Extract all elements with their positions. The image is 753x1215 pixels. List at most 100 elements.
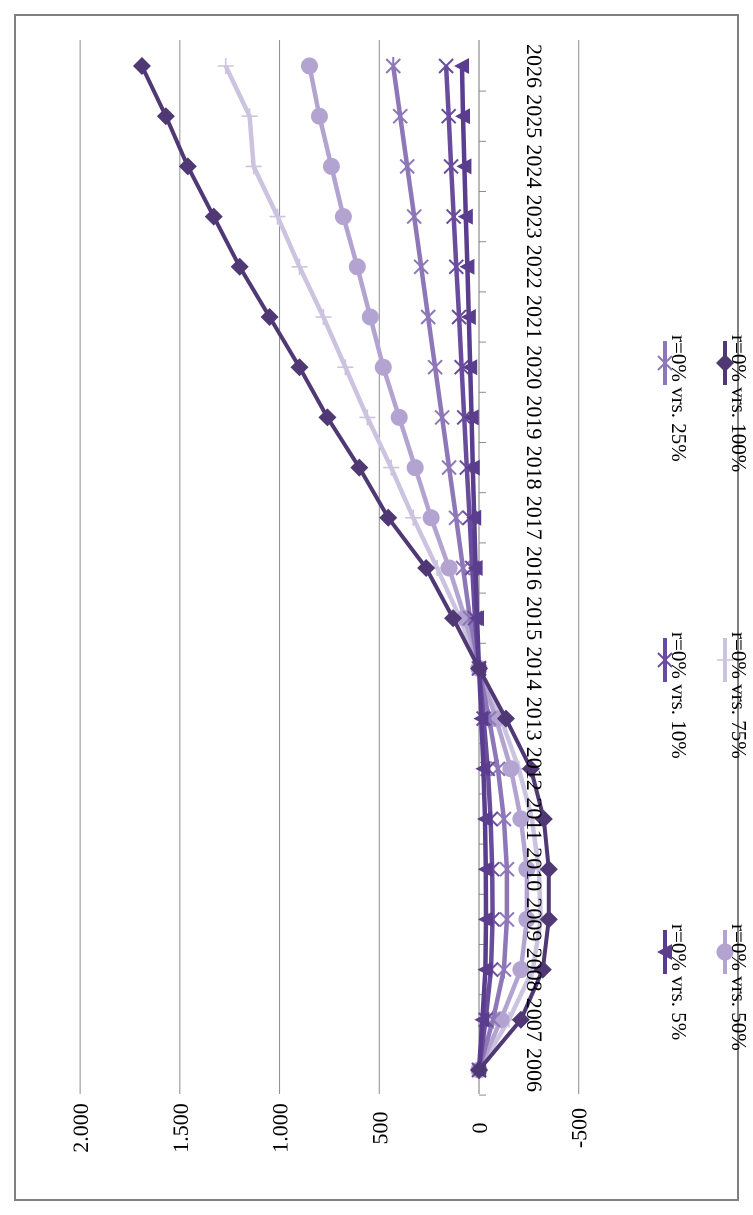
- series-group: [132, 57, 558, 1079]
- plus-marker: [315, 309, 332, 325]
- plus-marker: [359, 409, 376, 426]
- legend-item-6: r=0% vrs. 100%: [716, 335, 751, 472]
- category-tick-label: 2011: [522, 797, 547, 840]
- plus-marker: [217, 58, 234, 74]
- category-tick-label: 2016: [522, 546, 547, 590]
- value-tick-label: 1.000: [268, 1103, 293, 1153]
- circle-marker: [390, 408, 408, 426]
- category-tick-label: 2018: [522, 446, 547, 490]
- category-tick-label: 2026: [522, 44, 547, 88]
- asterisk-marker: [420, 308, 436, 326]
- circle-marker: [322, 157, 340, 175]
- diamond-marker: [444, 609, 463, 628]
- category-tick-label: 2024: [522, 144, 547, 188]
- triangle-marker: [466, 509, 482, 526]
- legend-item-5: r=0% vrs. 75%: [717, 632, 751, 759]
- plus-marker: [717, 652, 733, 668]
- diamond-marker: [230, 257, 249, 276]
- triangle-marker: [473, 710, 489, 727]
- category-tick-label: 2014: [522, 646, 547, 690]
- category-tick-label: 2015: [522, 596, 547, 640]
- plus-marker: [245, 158, 262, 175]
- triangle-marker: [477, 961, 493, 978]
- triangle-marker: [460, 309, 476, 325]
- diamond-marker: [417, 559, 436, 577]
- series-6: [132, 57, 558, 1079]
- asterisk-marker: [448, 508, 464, 527]
- triangle-marker: [464, 459, 480, 476]
- diamond-marker: [539, 910, 558, 929]
- category-tick-label: 2025: [522, 94, 547, 138]
- triangle-marker: [477, 911, 493, 928]
- legend-label: r=0% vrs. 75%: [727, 632, 751, 759]
- legend-label: r=0% vrs. 25%: [667, 335, 691, 462]
- diamond-marker: [204, 207, 223, 226]
- triangle-marker: [455, 108, 471, 125]
- asterisk-marker: [413, 257, 429, 276]
- triangle-marker: [476, 811, 492, 827]
- asterisk-marker: [499, 860, 515, 879]
- circle-marker: [422, 509, 440, 527]
- diamond-marker: [533, 960, 552, 979]
- circle-marker: [716, 943, 734, 961]
- diamond-marker: [379, 508, 398, 527]
- category-tick-label: 2020: [522, 345, 547, 389]
- x-marker: [453, 359, 470, 375]
- value-tick-label: -500: [567, 1108, 592, 1148]
- triangle-marker: [469, 610, 485, 627]
- diamond-marker: [318, 408, 337, 427]
- circle-marker: [440, 559, 458, 577]
- legend-label: r=0% vrs. 50%: [727, 924, 751, 1051]
- category-tick-label: 2013: [522, 697, 547, 741]
- legend: r=0% vrs. 5% r=0% vrs. 10% r=0% vrs. 25% r=…: [657, 335, 751, 1051]
- asterisk-marker: [399, 157, 415, 176]
- legend-label: r=0% vrs. 10%: [667, 632, 691, 759]
- asterisk-marker: [392, 107, 408, 126]
- category-tick-label: 2022: [522, 245, 547, 289]
- circle-marker: [334, 208, 352, 226]
- category-tick-label: 2006: [522, 1048, 547, 1092]
- circle-marker: [518, 860, 536, 878]
- diamond-marker: [350, 458, 369, 477]
- triangle-marker: [462, 359, 478, 376]
- diamond-marker: [534, 810, 553, 828]
- circle-marker: [512, 961, 530, 979]
- diamond-marker: [539, 860, 558, 879]
- x-marker: [440, 108, 457, 124]
- asterisk-marker: [496, 960, 512, 979]
- x-marker: [657, 652, 673, 668]
- asterisk-marker: [434, 408, 450, 427]
- circle-marker: [502, 760, 520, 778]
- triangle-marker: [477, 861, 493, 878]
- triangle-marker: [467, 560, 483, 576]
- plus-marker: [269, 208, 286, 225]
- value-tick-label: 2.000: [68, 1103, 93, 1153]
- asterisk-marker: [427, 358, 443, 377]
- triangle-marker: [456, 158, 472, 175]
- diamond-marker: [178, 157, 197, 176]
- diamond-marker: [716, 354, 734, 372]
- diamond-marker: [470, 1061, 488, 1079]
- asterisk-marker: [441, 458, 457, 477]
- asterisk-marker: [496, 810, 512, 828]
- legend-label: r=0% vrs. 100%: [727, 335, 751, 472]
- diamond-marker: [511, 1010, 530, 1029]
- asterisk-marker: [657, 354, 673, 372]
- x-marker: [445, 208, 462, 225]
- circle-marker: [348, 258, 366, 276]
- plus-marker: [405, 509, 422, 526]
- diamond-marker: [470, 659, 488, 678]
- legend-item-3: r=0% vrs. 25%: [657, 335, 691, 462]
- category-tick-label: 2021: [522, 295, 547, 339]
- circle-marker: [361, 308, 379, 326]
- asterisk-marker: [385, 57, 401, 75]
- x-marker: [448, 259, 464, 275]
- legend-item-1: r=0% vrs. 5%: [657, 924, 691, 1040]
- diamond-marker: [260, 308, 279, 326]
- x-marker: [443, 158, 459, 175]
- tick-labels: -500 0 500 1.000 1.500 2.000 2006 2007 2008 2009 2…: [68, 44, 592, 1153]
- category-tick-label: 2012: [522, 747, 547, 791]
- triangle-marker: [454, 58, 470, 74]
- plus-marker: [383, 459, 400, 476]
